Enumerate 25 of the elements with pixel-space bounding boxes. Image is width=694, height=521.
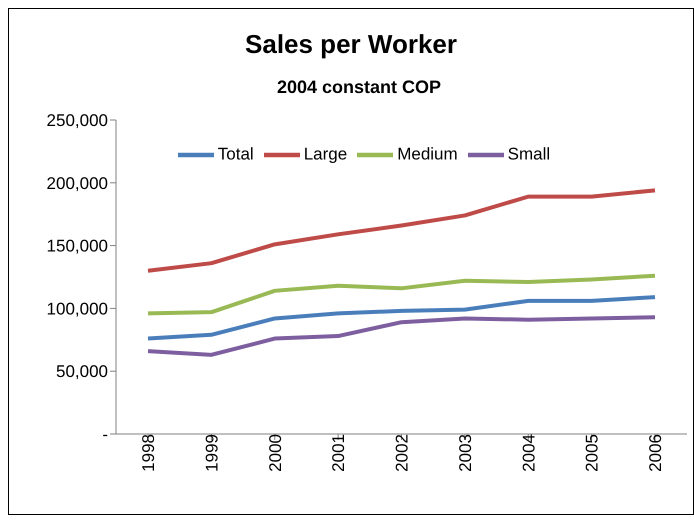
y-tick-label: 50,000 <box>56 362 108 382</box>
x-tick-label: 2003 <box>456 434 475 472</box>
line-series <box>146 295 657 341</box>
chart-title: Sales per Worker <box>244 29 458 60</box>
y-tick-label: - <box>102 425 108 444</box>
x-tick-label: 2001 <box>329 434 348 472</box>
legend-label: Large <box>304 144 348 164</box>
x-tick-label: 2006 <box>646 434 666 472</box>
x-tick-label: 1999 <box>202 434 222 472</box>
x-tick-label: 1998 <box>139 434 158 472</box>
y-tick-label: 150,000 <box>46 236 108 256</box>
x-tick-label: 2005 <box>582 434 602 472</box>
line-series <box>146 274 657 316</box>
y-tick-label: 200,000 <box>46 174 108 193</box>
chart-subtitle: 2004 constant COP <box>276 77 442 98</box>
y-tick-label: 100,000 <box>46 299 108 318</box>
legend-label: Medium <box>397 144 458 164</box>
x-tick-label: 2002 <box>392 434 412 472</box>
legend-label: Total <box>218 144 254 164</box>
x-tick-label: 2004 <box>519 434 538 472</box>
legend-label: Small <box>508 144 550 164</box>
y-tick-label: 250,000 <box>46 111 108 130</box>
line-series <box>146 315 657 357</box>
x-tick-label: 2000 <box>266 434 285 472</box>
line-series <box>146 188 657 273</box>
